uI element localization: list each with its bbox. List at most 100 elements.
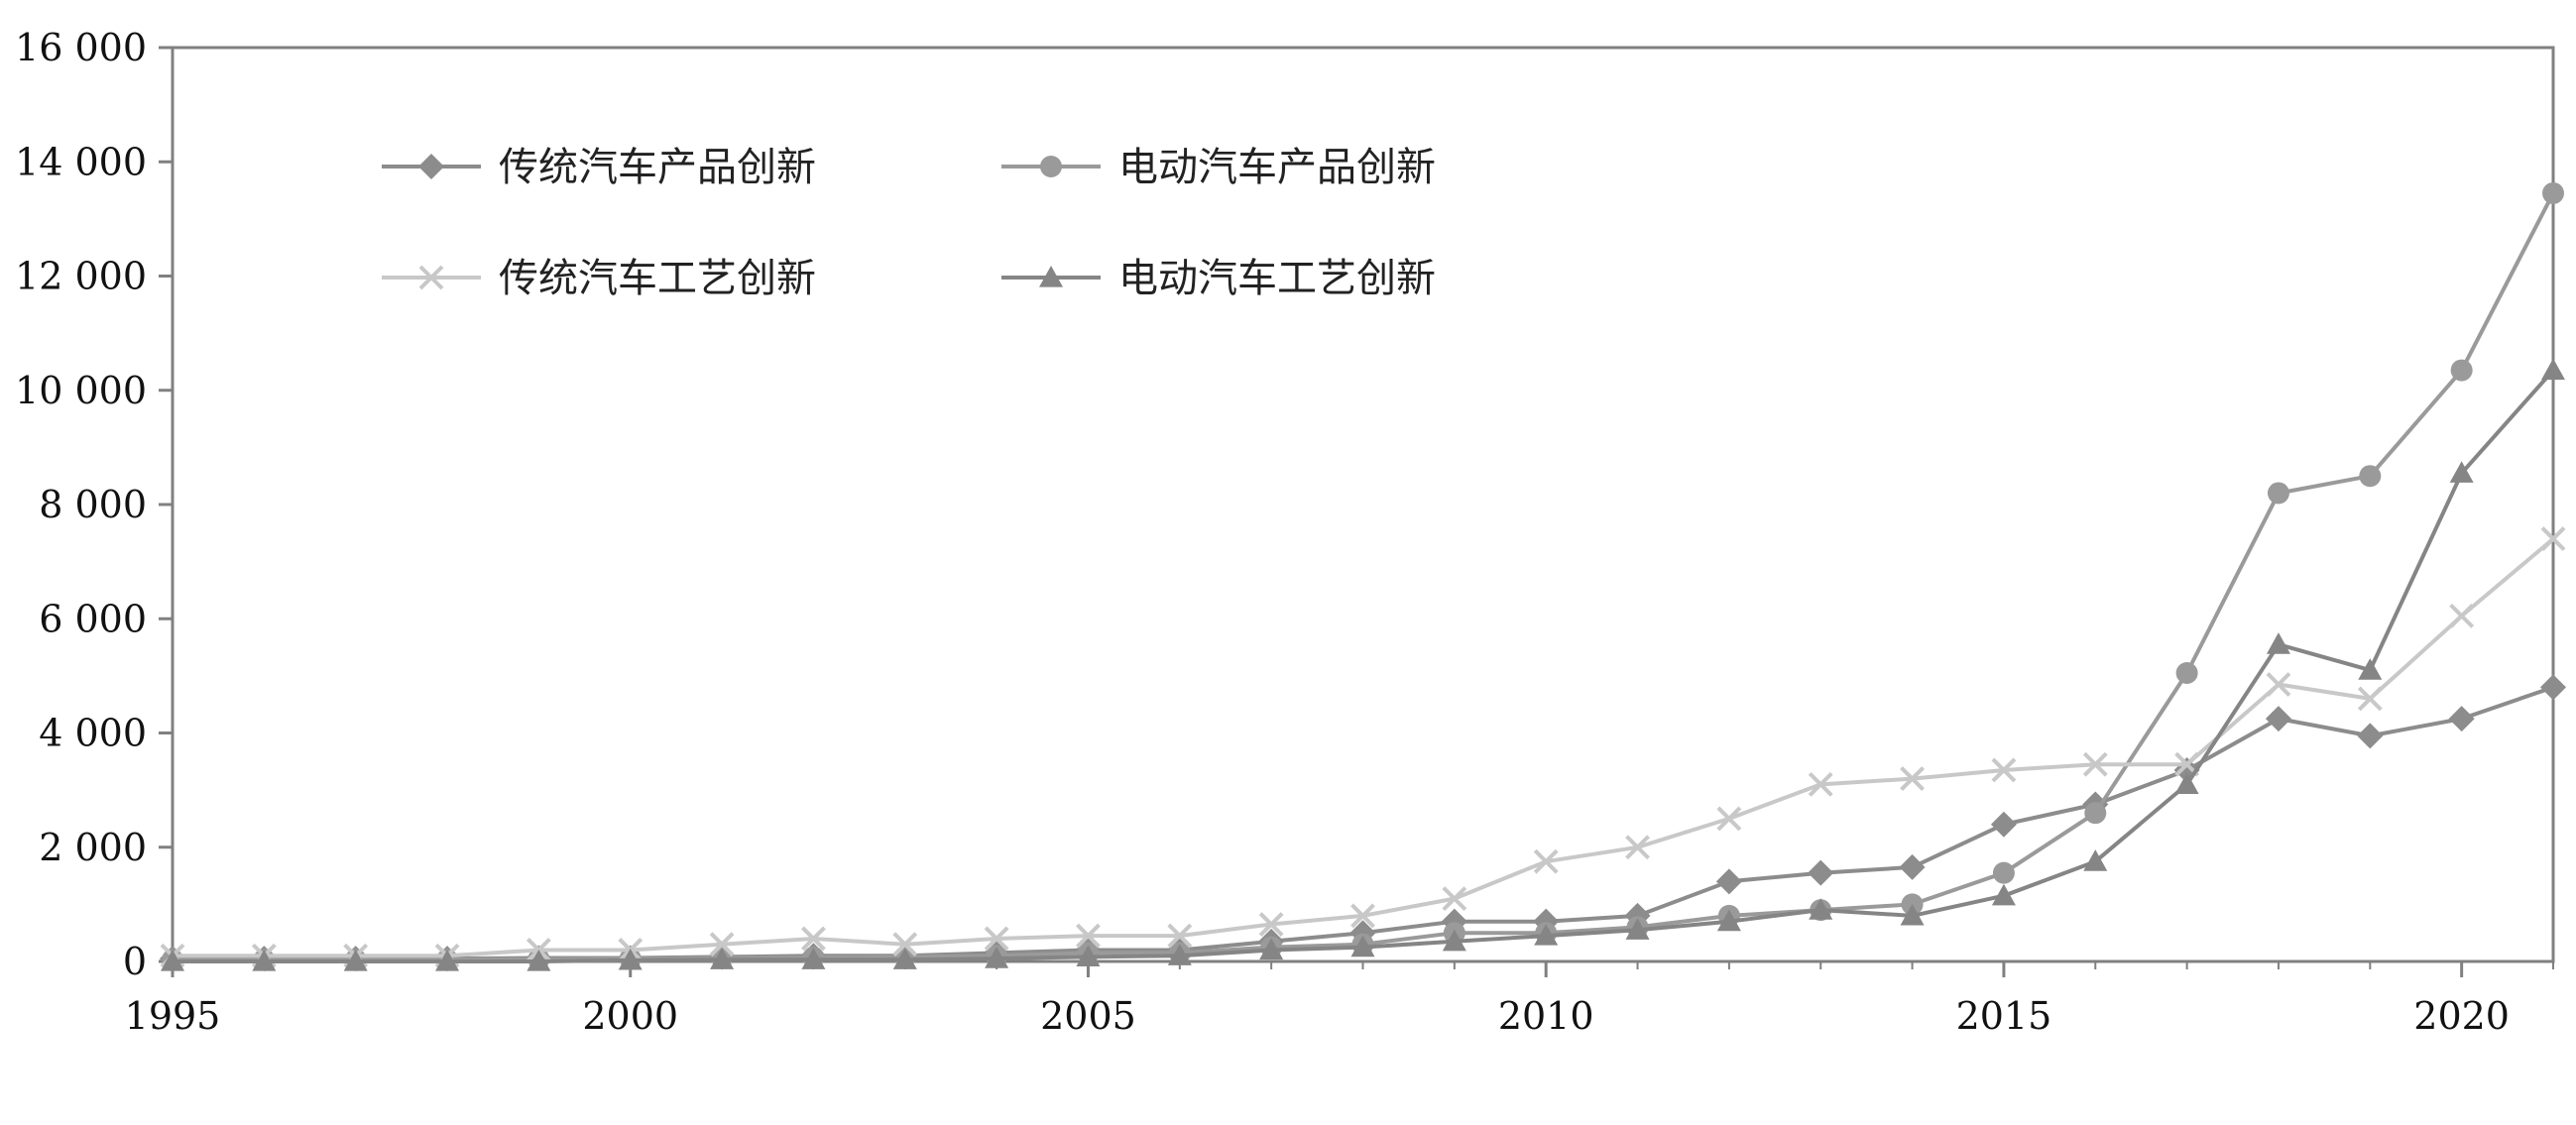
- legend-marker: [418, 154, 444, 179]
- data-point: [710, 948, 735, 969]
- data-point: [252, 950, 277, 971]
- data-point: [985, 947, 1009, 968]
- y-tick-label: 6 000: [39, 597, 147, 640]
- y-tick-label: 12 000: [15, 255, 147, 298]
- data-point: [2083, 849, 2108, 871]
- series-1: [160, 674, 2566, 972]
- data-point: [2265, 706, 2291, 732]
- data-point: [1534, 924, 1559, 946]
- data-point: [1716, 806, 1742, 832]
- data-point: [1442, 886, 1467, 912]
- legend-marker: [418, 265, 444, 290]
- y-tick-label: 2 000: [39, 826, 147, 869]
- data-point: [892, 932, 918, 957]
- legend-item: 电动汽车产品创新: [1001, 145, 1436, 190]
- data-point: [2448, 706, 2475, 732]
- data-point: [984, 926, 1009, 952]
- data-point: [2174, 772, 2199, 794]
- data-point: [1715, 868, 1742, 895]
- x-tick-label: 2005: [1040, 994, 1136, 1038]
- legend-marker: [1040, 156, 1062, 177]
- data-point: [2082, 751, 2108, 777]
- data-point: [1990, 811, 2017, 838]
- data-point: [2449, 603, 2475, 628]
- data-point: [343, 950, 368, 971]
- legend-item: 电动汽车工艺创新: [1001, 256, 1436, 301]
- x-tick-label: 2000: [582, 994, 678, 1038]
- y-tick-label: 0: [123, 940, 147, 983]
- data-point: [2542, 181, 2564, 204]
- data-point: [1076, 945, 1101, 966]
- data-point: [435, 950, 460, 971]
- data-point: [2450, 359, 2473, 382]
- data-point: [801, 948, 826, 969]
- data-point: [1442, 929, 1466, 952]
- data-point: [1900, 766, 1925, 792]
- data-point: [2541, 358, 2565, 381]
- y-tick-label: 10 000: [15, 369, 147, 412]
- series-line: [173, 537, 2555, 958]
- data-point: [2267, 482, 2289, 505]
- x-tick-label: 1995: [125, 994, 221, 1038]
- data-point: [2266, 672, 2291, 697]
- y-axis: 0 2 000 4 000 6 000 8 000 10 000 12 000 14 000 1…: [15, 26, 173, 983]
- data-point: [1808, 771, 1833, 797]
- y-tick-label: 16 000: [15, 26, 147, 69]
- data-point: [161, 950, 184, 971]
- y-tick-label: 4 000: [39, 712, 147, 755]
- legend-item: 传统汽车工艺创新: [382, 256, 816, 301]
- legend-label: 传统汽车工艺创新: [499, 256, 816, 301]
- x-tick-label: 2020: [2413, 994, 2510, 1038]
- data-point: [1076, 923, 1101, 949]
- legend-label: 电动汽车工艺创新: [1118, 256, 1436, 301]
- data-point: [1899, 853, 1926, 880]
- data-point: [1716, 909, 1741, 932]
- data-point: [2540, 526, 2566, 551]
- legend-marker: [1039, 266, 1063, 287]
- data-point: [2175, 661, 2198, 684]
- y-tick-label: 14 000: [15, 140, 147, 183]
- data-point: [2266, 632, 2290, 654]
- data-point: [709, 932, 735, 957]
- series-3: [160, 526, 2566, 968]
- data-point: [2084, 802, 2107, 825]
- legend-label: 电动汽车产品创新: [1118, 145, 1436, 190]
- series-line: [173, 369, 2555, 963]
- data-point: [1350, 903, 1375, 929]
- data-point: [2359, 465, 2382, 488]
- series-4: [161, 358, 2565, 971]
- data-point: [2449, 461, 2474, 483]
- data-point: [1900, 903, 1925, 926]
- data-point: [1992, 861, 2015, 884]
- data-point: [2358, 658, 2383, 680]
- legend-label: 传统汽车产品创新: [499, 145, 816, 190]
- data-point: [1991, 757, 2017, 783]
- data-point: [1809, 898, 1833, 920]
- data-point: [1808, 859, 1834, 886]
- x-tick-label: 2010: [1498, 994, 1594, 1038]
- data-point: [2357, 686, 2383, 712]
- data-point: [1991, 883, 2016, 906]
- data-point: [1350, 935, 1375, 957]
- data-point: [1625, 918, 1650, 940]
- data-point: [1258, 912, 1284, 937]
- data-point: [1533, 848, 1559, 874]
- data-point: [1625, 835, 1650, 860]
- data-point: [801, 926, 826, 952]
- y-tick-label: 8 000: [39, 483, 147, 526]
- data-point: [1167, 944, 1192, 965]
- x-tick-label: 2015: [1956, 994, 2052, 1038]
- series-line: [173, 191, 2555, 962]
- x-axis: 1995 2000 2005 2010 2015 2020: [125, 961, 2554, 1038]
- data-point: [618, 948, 643, 970]
- data-point: [1259, 938, 1284, 960]
- legend-item: 传统汽车产品创新: [382, 145, 816, 190]
- data-point: [527, 950, 551, 971]
- data-point: [1167, 923, 1193, 949]
- data-point: [2540, 674, 2566, 701]
- series-layer: [160, 181, 2566, 972]
- data-point: [892, 948, 917, 969]
